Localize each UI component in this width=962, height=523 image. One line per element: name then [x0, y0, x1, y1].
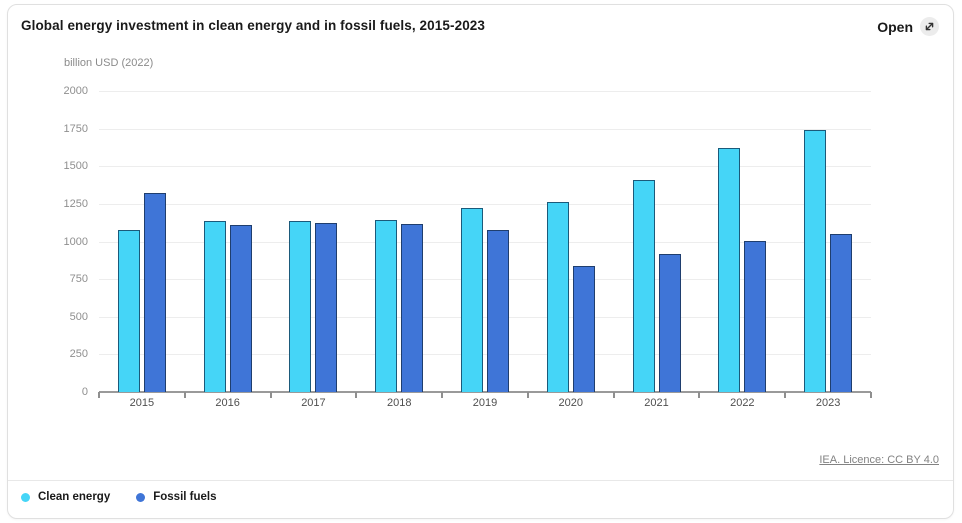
gridline-250	[99, 354, 871, 356]
fossil-fuels-swatch-icon	[136, 492, 146, 502]
chart-title: Global energy investment in clean energy…	[21, 18, 486, 33]
bar-fossil-fuels-2016[interactable]	[229, 225, 252, 392]
x-axis-tick	[98, 392, 100, 398]
license-link[interactable]: IEA. Licence: CC BY 4.0	[819, 454, 939, 466]
x-axis-tick-label-2016: 2016	[215, 397, 240, 409]
bar-fossil-fuels-2017[interactable]	[315, 223, 338, 392]
bar-fossil-fuels-2021[interactable]	[658, 254, 681, 392]
x-axis-tick-label-2021: 2021	[644, 397, 669, 409]
x-axis-tick	[441, 392, 444, 398]
legend-label-clean-energy: Clean energy	[38, 491, 111, 503]
bar-fossil-fuels-2019[interactable]	[487, 230, 509, 392]
x-axis-tick	[526, 392, 529, 398]
open-button[interactable]: Open	[877, 17, 939, 36]
x-axis-tick-label-2017: 2017	[301, 397, 326, 409]
x-axis-tick-label-2020: 2020	[558, 397, 583, 409]
y-axis-tick-label-1500: 1500	[63, 160, 88, 173]
x-axis-tick	[183, 392, 186, 398]
bar-clean-energy-2019[interactable]	[461, 208, 483, 392]
clean-energy-swatch-icon	[21, 492, 30, 502]
y-axis-tick-label-500: 500	[69, 310, 88, 323]
bar-clean-energy-2021[interactable]	[632, 180, 655, 392]
legend-item-clean-energy[interactable]: Clean energy	[21, 491, 110, 503]
bar-fossil-fuels-2020[interactable]	[572, 266, 595, 392]
x-axis-tick-label-2019: 2019	[472, 397, 498, 409]
x-axis-tick	[269, 392, 272, 398]
gridline-1250	[99, 203, 871, 205]
x-axis-tick	[870, 392, 872, 398]
gridline-750	[99, 279, 871, 281]
y-axis-tick-label-250: 250	[69, 348, 88, 361]
bar-clean-energy-2018[interactable]	[375, 220, 398, 392]
y-axis-tick-label-2000: 2000	[63, 85, 88, 97]
x-axis-tick-label-2022: 2022	[730, 397, 755, 409]
bar-fossil-fuels-2018[interactable]	[401, 224, 424, 392]
bar-clean-energy-2017[interactable]	[289, 221, 312, 392]
plot-area	[98, 91, 872, 398]
bar-clean-energy-2023[interactable]	[804, 130, 827, 392]
legend-divider	[8, 480, 953, 481]
legend-item-fossil-fuels[interactable]: Fossil fuels	[136, 491, 217, 503]
bar-fossil-fuels-2015[interactable]	[143, 193, 166, 392]
legend-label-fossil-fuels: Fossil fuels	[153, 491, 217, 503]
y-axis-tick-label-1750: 1750	[63, 122, 88, 135]
x-axis-tick-label-2015: 2015	[129, 397, 155, 409]
expand-icon	[920, 17, 939, 36]
bar-clean-energy-2020[interactable]	[546, 202, 569, 392]
bar-clean-energy-2015[interactable]	[117, 230, 140, 392]
y-axis-tick-label-1250: 1250	[63, 197, 88, 210]
x-axis-tick	[612, 392, 615, 398]
x-axis-tick	[355, 392, 358, 398]
x-axis-tick	[698, 392, 701, 398]
x-axis-tick-label-2018: 2018	[386, 397, 412, 409]
y-axis-unit-label: billion USD (2022)	[64, 57, 154, 69]
bar-fossil-fuels-2022[interactable]	[744, 241, 767, 392]
chart-card: Global energy investment in clean energy…	[7, 4, 954, 519]
bar-fossil-fuels-2023[interactable]	[830, 234, 853, 392]
gridline-1000	[99, 241, 871, 243]
y-axis-tick-label-750: 750	[69, 273, 88, 286]
y-axis-tick-label-1000: 1000	[63, 235, 88, 248]
x-axis-tick	[784, 392, 787, 398]
open-button-label: Open	[877, 18, 913, 35]
x-axis-line	[99, 391, 871, 393]
gridline-1750	[99, 128, 871, 130]
bar-clean-energy-2022[interactable]	[718, 148, 741, 392]
legend: Clean energy Fossil fuels	[21, 491, 217, 503]
x-axis-tick-label-2023: 2023	[815, 397, 841, 409]
y-axis-tick-label-0: 0	[81, 386, 88, 398]
gridline-2000	[99, 91, 871, 92]
gridline-1500	[99, 166, 871, 168]
bar-clean-energy-2016[interactable]	[203, 221, 226, 392]
gridline-500	[99, 316, 871, 318]
